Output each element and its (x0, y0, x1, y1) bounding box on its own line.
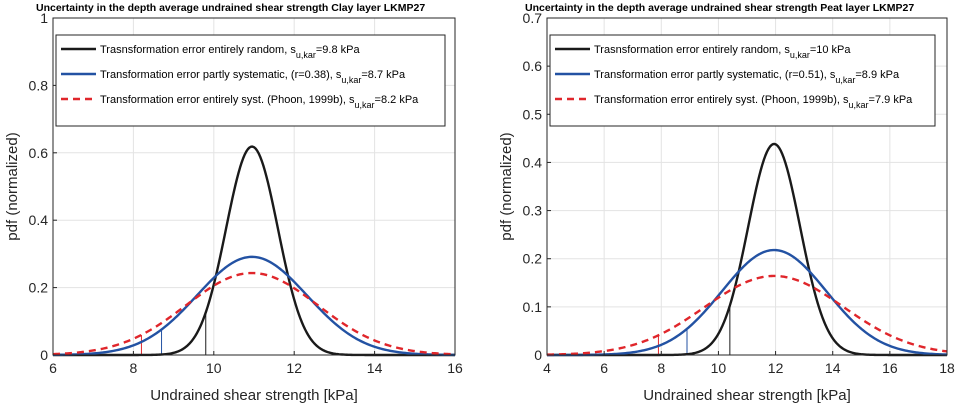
legend-text-main: Transformation error entirely syst. (Pho… (594, 94, 849, 106)
y-tick-label: 0.6 (523, 58, 543, 74)
legend-text-subscript: u,kar (849, 100, 869, 110)
legend-text-subscript: u,kar (341, 75, 361, 85)
legend-text-main: Transformation error entirely syst. (Pho… (100, 94, 355, 106)
y-tick-label: 0.2 (523, 251, 543, 267)
y-axis-label: pdf (normalized) (4, 132, 21, 240)
series-line-3 (52, 271, 456, 356)
x-axis-label: Undrained shear strength [kPa] (150, 387, 358, 403)
x-tick-label: 18 (939, 360, 955, 376)
legend-text-main: Transformation error partly systematic, … (594, 69, 836, 81)
legend-entry-1: Trasnsformation error entirely random, s… (100, 44, 360, 60)
legend-text-subscript: u,kar (355, 100, 375, 110)
x-tick-label: 16 (447, 360, 463, 376)
y-tick-label: 0.2 (29, 280, 49, 296)
legend-entry-2: Transformation error partly systematic, … (594, 69, 900, 85)
legend-text-main: Transformation error partly systematic, … (100, 69, 342, 81)
y-tick-label: 0.1 (523, 299, 543, 315)
y-tick-label: 0.3 (523, 203, 543, 219)
series-line-2 (547, 248, 948, 357)
axes-frame (52, 17, 456, 356)
legend-entry-3: Transformation error entirely syst. (Pho… (100, 94, 419, 110)
legend-text-subscript: u,kar (835, 75, 855, 85)
x-tick-label: 4 (543, 360, 551, 376)
y-tick-label: 0.7 (523, 10, 543, 26)
y-tick-label: 0.4 (29, 212, 49, 228)
legend-entry-3: Transformation error entirely syst. (Pho… (594, 94, 913, 110)
legend-text-subscript: u,kar (790, 50, 810, 60)
x-tick-label: 10 (206, 360, 222, 376)
x-tick-label: 12 (286, 360, 302, 376)
y-tick-label: 0.8 (29, 77, 49, 93)
x-tick-label: 12 (768, 360, 784, 376)
legend-text-tail: =7.9 kPa (869, 94, 914, 106)
series-line-2 (52, 255, 456, 357)
y-tick-label: 0.6 (29, 145, 49, 161)
legend-box (549, 34, 936, 127)
x-tick-label: 14 (367, 360, 383, 376)
legend-text-tail: =8.9 kPa (855, 69, 900, 81)
legend-text-tail: =8.2 kPa (375, 94, 420, 106)
legend: Trasnsformation error entirely random, s… (549, 34, 936, 127)
legend-text-subscript: u,kar (296, 50, 316, 60)
y-axis-label: pdf (normalized) (498, 132, 515, 240)
y-tick-label: 0 (40, 347, 48, 363)
x-tick-label: 14 (825, 360, 841, 376)
x-axis-label: Undrained shear strength [kPa] (643, 387, 851, 403)
x-tick-label: 6 (600, 360, 608, 376)
legend-text-main: Trasnsformation error entirely random, s (594, 44, 790, 56)
x-tick-label: 8 (130, 360, 138, 376)
legend-text-main: Trasnsformation error entirely random, s (100, 44, 296, 56)
x-tick-label: 16 (882, 360, 898, 376)
x-tick-label: 10 (711, 360, 727, 376)
x-tick-label: 6 (49, 360, 57, 376)
chart-panel-1: 6 8 10 12 14 16 0 0.2 0.4 0.6 0.8 1 Undrained shear … (4, 2, 463, 403)
legend-text-tail: =10 kPa (810, 44, 852, 56)
series-line-3 (546, 274, 948, 356)
legend-entry-1: Trasnsformation error entirely random, s… (594, 44, 851, 60)
chart-panel-2: 4 6 8 10 12 14 16 18 0 0.1 0.2 0.3 0.4 0.5 0.6 0.7 Undra… (498, 2, 955, 403)
legend-text-tail: =9.8 kPa (316, 44, 361, 56)
chart-title: Uncertainty in the depth average undrain… (36, 2, 425, 14)
legend-text-tail: =8.7 kPa (361, 69, 406, 81)
chart-title: Uncertainty in the depth average undrain… (525, 2, 914, 14)
axes-frame (546, 17, 948, 356)
y-tick-label: 1 (40, 10, 48, 26)
legend-box (55, 34, 446, 127)
y-tick-label: 0.5 (523, 106, 543, 122)
y-tick-label: 0.4 (523, 154, 543, 170)
legend: Trasnsformation error entirely random, s… (55, 34, 446, 127)
y-tick-label: 0 (534, 347, 542, 363)
legend-entry-2: Transformation error partly systematic, … (100, 69, 406, 85)
x-tick-label: 8 (657, 360, 665, 376)
